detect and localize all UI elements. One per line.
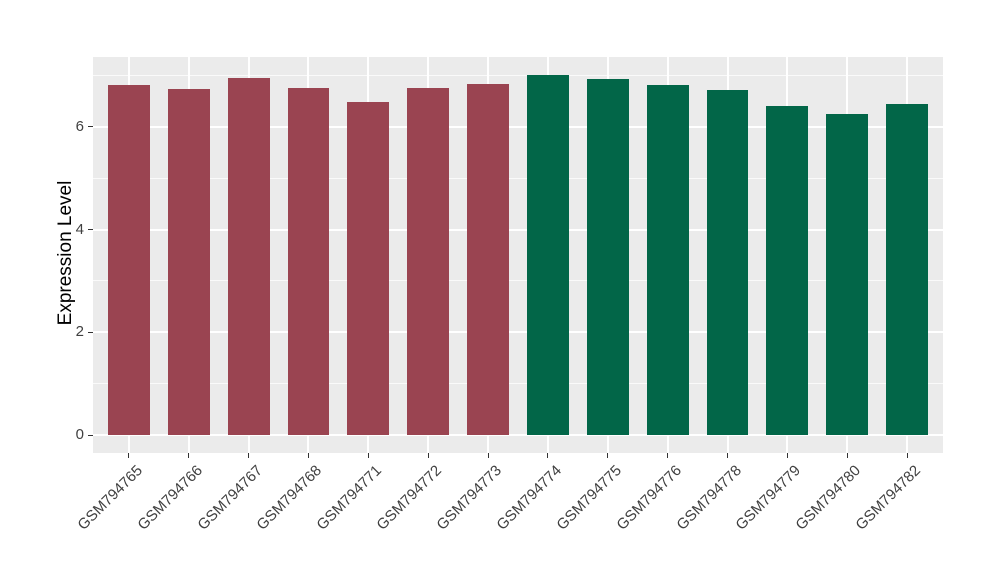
y-axis-tick-label: 6 [75, 117, 84, 135]
minor-gridline [93, 177, 943, 179]
major-gridline [93, 434, 943, 437]
x-tick-mark [367, 453, 369, 458]
y-axis-tick-label: 2 [75, 323, 84, 341]
y-tick-mark [88, 126, 93, 128]
minor-gridline [93, 280, 943, 282]
y-axis-tick-label: 0 [75, 426, 84, 444]
y-tick-mark [88, 434, 93, 436]
x-tick-mark [727, 453, 728, 458]
y-tick-mark [88, 331, 93, 333]
x-tick-mark [248, 453, 250, 458]
x-tick-mark [786, 453, 788, 458]
bar-GSM794782 [886, 104, 929, 436]
x-tick-mark [427, 453, 429, 458]
plot-panel [93, 57, 943, 453]
y-axis-title: Expression Level [55, 180, 76, 326]
bar-GSM794768 [287, 88, 330, 436]
bar-GSM794776 [646, 85, 689, 435]
major-gridline [93, 331, 943, 334]
x-tick-mark [667, 453, 669, 458]
y-tick-mark [88, 229, 93, 231]
bar-GSM794775 [586, 78, 629, 435]
x-tick-mark [906, 453, 908, 458]
major-gridline [93, 228, 943, 231]
y-axis-tick-label: 4 [75, 220, 84, 238]
x-tick-mark [307, 453, 309, 458]
bar-GSM794780 [826, 114, 869, 435]
bar-GSM794765 [107, 85, 150, 435]
bar-GSM794779 [766, 106, 809, 435]
minor-gridline [93, 74, 943, 76]
bar-GSM794772 [407, 88, 450, 436]
bar-GSM794766 [167, 89, 210, 435]
x-tick-mark [547, 453, 549, 458]
x-tick-mark [188, 453, 190, 458]
x-tick-mark [487, 453, 489, 458]
minor-gridline [93, 383, 943, 385]
x-tick-mark [607, 453, 609, 458]
bar-GSM794773 [467, 83, 509, 436]
bar-GSM794771 [347, 102, 390, 435]
bar-GSM794767 [227, 77, 270, 435]
bar-GSM794774 [526, 74, 569, 435]
bar-GSM794778 [706, 90, 749, 435]
x-tick-mark [128, 453, 130, 458]
x-tick-mark [846, 453, 848, 458]
major-gridline [93, 125, 943, 128]
